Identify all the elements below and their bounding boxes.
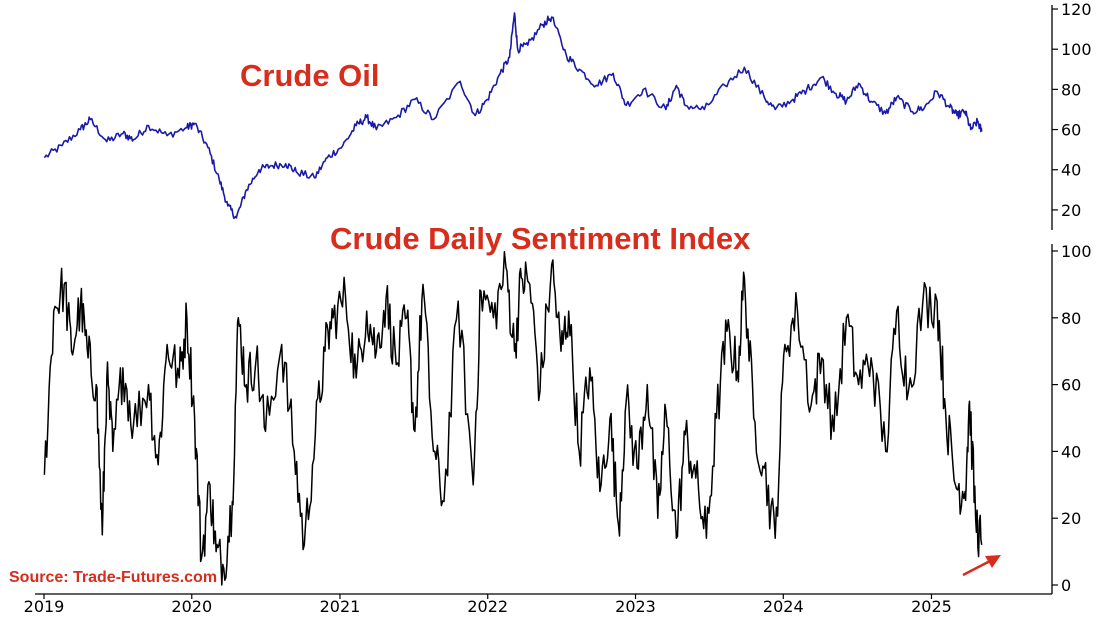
crude-oil-y-tick-label: 120: [1061, 0, 1092, 19]
crude-oil-y-tick-label: 20: [1061, 201, 1081, 220]
crude-oil-y-tick-label: 60: [1061, 121, 1081, 140]
sentiment-panel: Crude Daily Sentiment Index 0 20 40 60 80 100…: [24, 221, 1092, 616]
crude-oil-panel: Crude Oil 20 40 60 80 100 120: [43, 0, 1092, 230]
x-tick-label: 2024: [763, 597, 804, 616]
crude-oil-y-tick-label: 80: [1061, 80, 1081, 99]
sentiment-y-tick-label: 20: [1061, 509, 1081, 528]
sentiment-y-tick-label: 0: [1061, 576, 1071, 595]
crude-oil-line: [43, 12, 983, 220]
latest-value-arrow: [962, 555, 1001, 577]
x-tick-label: 2022: [467, 597, 508, 616]
x-tick-label: 2019: [24, 597, 65, 616]
sentiment-y-ticks: 0 20 40 60 80 100: [1052, 242, 1092, 595]
sentiment-y-tick-label: 80: [1061, 309, 1081, 328]
crude-oil-title: Crude Oil: [240, 58, 380, 93]
sentiment-y-tick-label: 100: [1061, 242, 1092, 261]
x-ticks: 2019 2020 2021 2022 2023 2024 2025: [24, 594, 952, 616]
crude-oil-y-tick-label: 100: [1061, 40, 1092, 59]
x-tick-label: 2025: [911, 597, 952, 616]
crude-oil-y-ticks: 20 40 60 80 100 120: [1052, 0, 1092, 220]
x-tick-label: 2023: [615, 597, 656, 616]
sentiment-y-tick-label: 40: [1061, 442, 1081, 461]
sentiment-title: Crude Daily Sentiment Index: [330, 221, 751, 256]
sentiment-y-tick-label: 60: [1061, 376, 1081, 395]
arrow-shaft: [962, 558, 993, 577]
x-tick-label: 2020: [171, 597, 212, 616]
sentiment-line: [43, 251, 983, 586]
arrow-head: [985, 555, 1001, 568]
source-label: Source: Trade-Futures.com: [9, 569, 217, 586]
crude-oil-y-tick-label: 40: [1061, 161, 1081, 180]
x-tick-label: 2021: [320, 597, 361, 616]
